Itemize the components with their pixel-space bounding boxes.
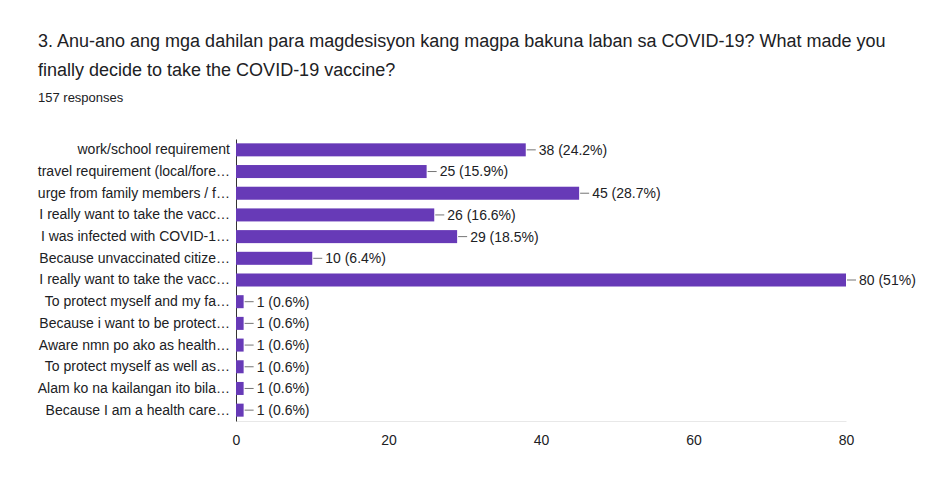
label-connector bbox=[245, 323, 254, 324]
x-tick-label: 60 bbox=[686, 432, 702, 448]
data-label: 29 (18.5%) bbox=[470, 229, 538, 245]
y-tick-label: To protect myself as well as… bbox=[45, 358, 230, 374]
x-tick-label: 40 bbox=[534, 432, 550, 448]
y-tick-label: I really want to take the vacc… bbox=[39, 206, 230, 222]
data-label: 38 (24.2%) bbox=[539, 142, 607, 158]
bar bbox=[236, 165, 427, 178]
x-tick-label: 80 bbox=[839, 432, 855, 448]
y-tick: I was infected with COVID-1… bbox=[41, 228, 236, 244]
x-axis: 0 20 40 60 80 bbox=[233, 421, 855, 448]
label-connector bbox=[580, 193, 589, 194]
y-tick-label: Alam ko na kailangan ito bila… bbox=[38, 380, 230, 396]
x-axis-line bbox=[237, 421, 847, 422]
y-tick-label: To protect myself and my fa… bbox=[45, 293, 230, 309]
x-tick: 80 bbox=[839, 421, 855, 448]
label-connector bbox=[428, 171, 437, 172]
y-tick-label: travel requirement (local/fore… bbox=[38, 163, 230, 179]
label-connector bbox=[527, 149, 536, 150]
label-connector bbox=[245, 301, 254, 302]
data-label: 80 (51%) bbox=[859, 272, 916, 288]
y-tick-label: work/school requirement bbox=[76, 141, 230, 157]
y-tick-label: urge from family members / f… bbox=[38, 185, 230, 201]
y-tick: Because unvaccinated citize… bbox=[39, 250, 236, 266]
y-tick: Aware nmn po ako as health… bbox=[39, 337, 236, 353]
bar bbox=[236, 143, 526, 156]
y-tick: Alam ko na kailangan ito bila… bbox=[38, 380, 236, 396]
y-tick: Because I am a health care… bbox=[46, 402, 236, 418]
data-label: 1 (0.6%) bbox=[257, 359, 310, 375]
y-tick: urge from family members / f… bbox=[38, 185, 236, 201]
x-tick: 20 bbox=[381, 421, 397, 448]
chart: 3. Anu-ano ang mga dahilan para magdesis… bbox=[0, 0, 940, 504]
label-connector bbox=[847, 280, 856, 281]
bar bbox=[236, 382, 244, 395]
y-axis: work/school requirement travel requiremen… bbox=[38, 140, 237, 422]
subtitle: 157 responses bbox=[38, 90, 124, 105]
y-tick-label: I really want to take the vacc… bbox=[39, 271, 230, 287]
y-tick: Because i want to be protect… bbox=[39, 315, 236, 331]
label-connector bbox=[458, 236, 467, 237]
data-label: 25 (15.9%) bbox=[440, 163, 508, 179]
title: 3. Anu-ano ang mga dahilan para magdesis… bbox=[38, 31, 886, 80]
y-tick-label: Because I am a health care… bbox=[46, 402, 230, 418]
x-tick: 40 bbox=[534, 421, 550, 448]
bars bbox=[236, 143, 846, 416]
bar bbox=[236, 360, 244, 373]
data-label: 10 (6.4%) bbox=[325, 250, 386, 266]
data-label: 1 (0.6%) bbox=[257, 380, 310, 396]
data-label: 1 (0.6%) bbox=[257, 402, 310, 418]
data-label: 1 (0.6%) bbox=[257, 294, 310, 310]
x-tick-label: 0 bbox=[233, 432, 241, 448]
bar bbox=[236, 295, 244, 308]
x-tick: 60 bbox=[686, 421, 702, 448]
bar bbox=[236, 208, 434, 221]
y-tick-label: Because unvaccinated citize… bbox=[39, 250, 230, 266]
data-label: 1 (0.6%) bbox=[257, 315, 310, 331]
bar bbox=[236, 252, 312, 265]
label-connector bbox=[313, 258, 322, 259]
data-label: 1 (0.6%) bbox=[257, 337, 310, 353]
x-tick: 0 bbox=[233, 421, 241, 448]
label-connector bbox=[245, 366, 254, 367]
bar bbox=[236, 273, 846, 286]
bar bbox=[236, 317, 244, 330]
title-line: finally decide to take the COVID-19 vacc… bbox=[38, 60, 395, 80]
label-connector bbox=[245, 345, 254, 346]
bar bbox=[236, 187, 579, 200]
x-tick-label: 20 bbox=[381, 432, 397, 448]
y-tick: To protect myself as well as… bbox=[45, 358, 236, 374]
label-connector bbox=[245, 388, 254, 389]
bar bbox=[236, 404, 244, 417]
y-tick: To protect myself and my fa… bbox=[45, 293, 236, 309]
y-tick-label: I was infected with COVID-1… bbox=[41, 228, 230, 244]
y-tick-label: Because i want to be protect… bbox=[39, 315, 230, 331]
label-connector bbox=[435, 214, 444, 215]
data-labels: 38 (24.2%) 25 (15.9%) 45 (28.7%) 26 (16.6%)… bbox=[245, 142, 916, 418]
y-tick: work/school requirement bbox=[76, 141, 236, 157]
data-label: 45 (28.7%) bbox=[592, 185, 660, 201]
label-connector bbox=[245, 410, 254, 411]
bar bbox=[236, 230, 457, 243]
y-tick: I really want to take the vacc… bbox=[39, 206, 236, 222]
title-line: 3. Anu-ano ang mga dahilan para magdesis… bbox=[38, 31, 886, 51]
y-tick-label: Aware nmn po ako as health… bbox=[39, 337, 230, 353]
y-tick: travel requirement (local/fore… bbox=[38, 163, 236, 179]
data-label: 26 (16.6%) bbox=[447, 207, 515, 223]
bar bbox=[236, 339, 244, 352]
y-tick: I really want to take the vacc… bbox=[39, 271, 236, 287]
